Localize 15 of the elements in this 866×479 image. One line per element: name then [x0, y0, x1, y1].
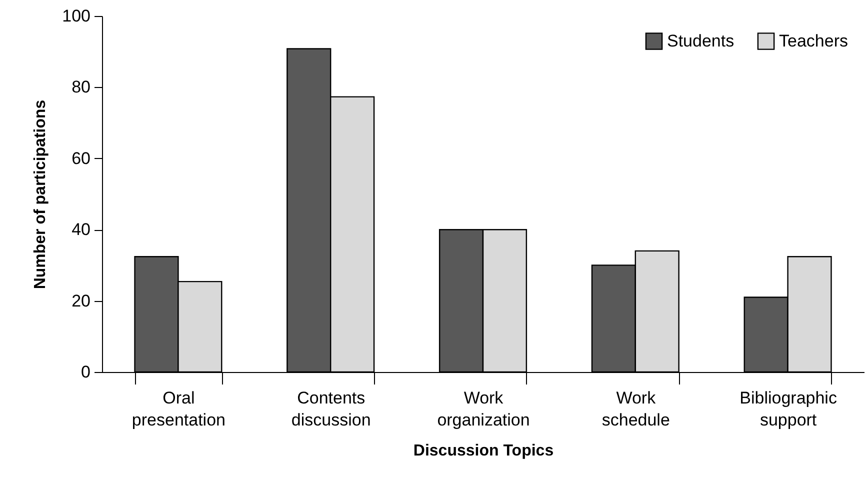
- y-axis-title: Number of participations: [32, 100, 50, 290]
- y-tick-label: 100: [62, 6, 90, 26]
- y-tick-label: 60: [72, 148, 90, 168]
- x-tick-label: Contents discussion: [291, 388, 371, 430]
- y-tick-label: 80: [72, 78, 90, 97]
- y-tick-label: 0: [81, 362, 90, 382]
- x-tick-label: Work schedule: [602, 388, 670, 430]
- x-tick-label: Bibliographic support: [740, 388, 838, 430]
- y-tick-label: 20: [72, 291, 90, 310]
- x-tick-label: Oral presentation: [132, 388, 226, 430]
- y-tick-label: 40: [72, 220, 90, 240]
- x-tick-label: Work organization: [437, 388, 530, 430]
- x-axis-title: Discussion Topics: [413, 442, 554, 460]
- legend-label: Students: [667, 31, 734, 50]
- legend-label: Teachers: [779, 31, 848, 50]
